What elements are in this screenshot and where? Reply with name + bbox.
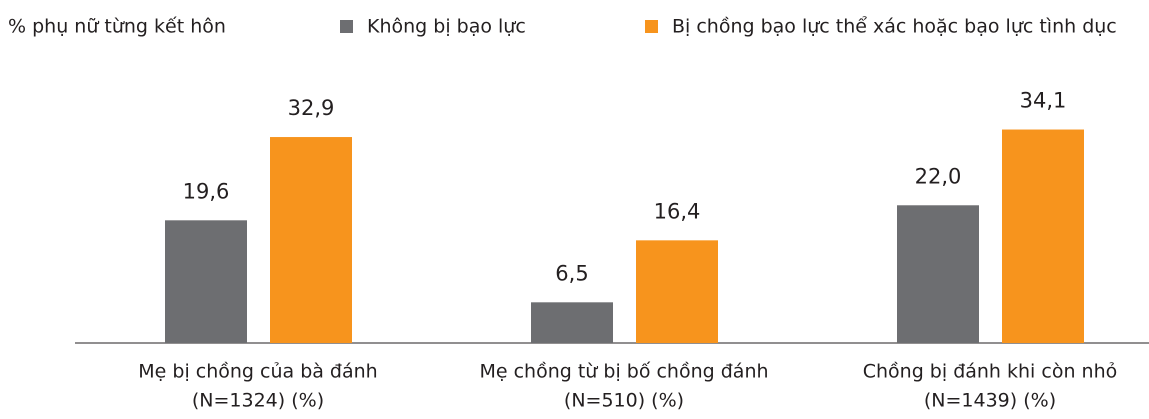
bar: [636, 240, 718, 343]
value-label: 34,1: [1020, 89, 1067, 113]
legend-label: Không bị bạo lực: [367, 16, 526, 38]
legend-swatch: [340, 20, 353, 33]
value-label: 32,9: [288, 96, 335, 120]
legend-swatch: [645, 20, 658, 33]
value-label: 6,5: [555, 261, 588, 285]
x-tick-label: (N=1439) (%): [924, 390, 1056, 412]
value-label: 22,0: [915, 164, 962, 188]
x-tick-label: (N=510) (%): [564, 390, 684, 412]
chart-title: % phụ nữ từng kết hôn: [8, 16, 226, 38]
value-label: 16,4: [654, 199, 701, 223]
bar: [1002, 129, 1084, 343]
bar: [897, 205, 979, 343]
x-tick-label: Mẹ bị chồng của bà đánh: [138, 361, 377, 383]
bar: [165, 220, 247, 343]
x-tick-label: Chồng bị đánh khi còn nhỏ: [863, 361, 1118, 383]
x-tick-label: (N=1324) (%): [192, 390, 324, 412]
x-tick-label: Mẹ chồng từ bị bố chồng đánh: [479, 361, 768, 383]
legend-label: Bị chồng bạo lực thể xác hoặc bạo lực tì…: [672, 16, 1117, 38]
bar: [270, 137, 352, 343]
value-label: 19,6: [183, 179, 230, 203]
bar: [531, 302, 613, 343]
